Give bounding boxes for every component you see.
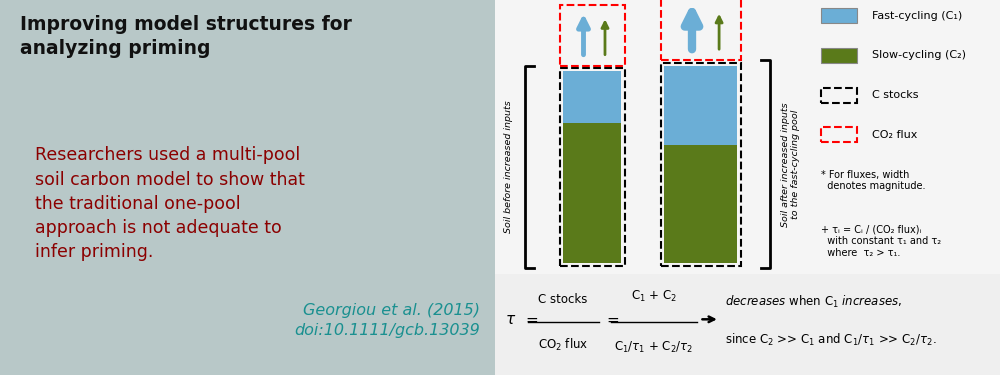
Text: C stocks: C stocks [872, 90, 918, 100]
Bar [664, 66, 737, 144]
Bar [661, 0, 741, 60]
Bar [563, 71, 621, 123]
Text: C$_1$/$\tau_1$ + C$_2$/$\tau_2$: C$_1$/$\tau_1$ + C$_2$/$\tau_2$ [614, 340, 694, 355]
Text: CO$_2$ flux: CO$_2$ flux [538, 337, 588, 352]
Bar [664, 144, 737, 263]
Bar [821, 8, 857, 23]
Text: Soil before increased inputs: Soil before increased inputs [504, 100, 513, 233]
Bar [563, 123, 621, 263]
Text: $\tau$: $\tau$ [505, 312, 516, 327]
Text: Soil after increased inputs
to the fast-cycling pool: Soil after increased inputs to the fast-… [781, 102, 800, 226]
Text: * For fluxes, width
  denotes magnitude.: * For fluxes, width denotes magnitude. [821, 170, 925, 191]
Text: Slow-cycling (C₂): Slow-cycling (C₂) [872, 50, 966, 60]
Text: C$_1$ + C$_2$: C$_1$ + C$_2$ [631, 288, 677, 304]
Bar [560, 68, 625, 266]
Text: Researchers used a multi-pool
soil carbon model to show that
the traditional one: Researchers used a multi-pool soil carbo… [35, 146, 305, 261]
Text: Improving model structures for
analyzing priming: Improving model structures for analyzing… [20, 15, 352, 57]
Text: $\it{decreases}$ when C$_1$ $\it{increases}$,: $\it{decreases}$ when C$_1$ $\it{increas… [725, 294, 902, 310]
Bar [821, 127, 857, 142]
Bar [661, 63, 741, 266]
Bar [821, 48, 857, 63]
Bar [821, 88, 857, 103]
Text: Fast-cycling (C₁): Fast-cycling (C₁) [872, 11, 962, 21]
Text: $=$: $=$ [604, 312, 620, 327]
Text: + τᵢ = Cᵢ / (CO₂ flux)ᵢ
  with constant τ₁ and τ₂
  where  τ₂ > τ₁.: + τᵢ = Cᵢ / (CO₂ flux)ᵢ with constant τ₁… [821, 225, 941, 258]
Text: CO₂ flux: CO₂ flux [872, 130, 917, 140]
Bar [560, 6, 625, 66]
Text: Georgiou et al. (2015)
doi:10.1111/gcb.13039: Georgiou et al. (2015) doi:10.1111/gcb.1… [294, 303, 480, 338]
Text: C stocks: C stocks [538, 292, 588, 306]
Text: since C$_2$ >> C$_1$ and C$_1$/$\tau_1$ >> C$_2$/$\tau_2$.: since C$_2$ >> C$_1$ and C$_1$/$\tau_1$ … [725, 332, 936, 348]
Text: $=$: $=$ [523, 312, 539, 327]
